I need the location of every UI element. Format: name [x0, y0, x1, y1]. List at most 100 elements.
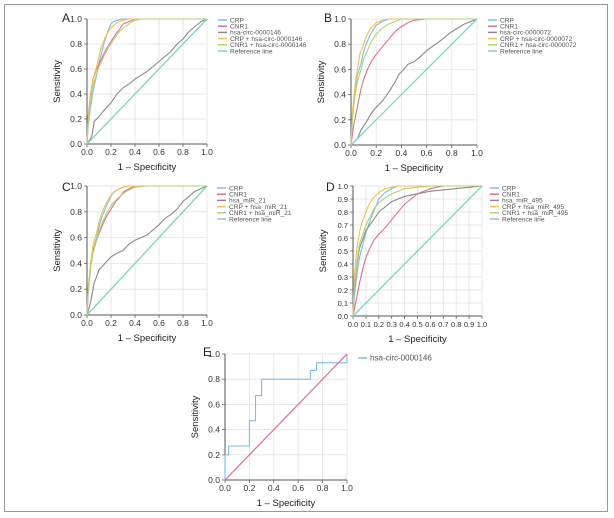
x-tick-label: 0.2: [374, 320, 384, 329]
x-tick-label: 0.6: [292, 483, 304, 493]
legend-label: CRP: [229, 185, 244, 192]
roc-line-cnr1-hsa-circ-0000146: [86, 18, 207, 145]
legend-label: CNR1: [502, 192, 520, 199]
panel-label: C: [62, 180, 71, 194]
x-tick-label: 0.8: [446, 148, 458, 158]
x-tick-label: 0.2: [243, 483, 255, 493]
panel-e: E 0.0 0.2 0.4 0.6 0.8 1.0 0.0 0.2 0.4 0.6 0.8 1.0 1 –…: [190, 345, 432, 509]
x-tick-label: 0.0: [219, 483, 231, 493]
legend-label: CRP: [502, 185, 517, 192]
roc-line-reference-line: [350, 18, 478, 146]
legend-label: CRP + hsa_miR_21: [229, 204, 288, 211]
y-tick-label: 0.6: [338, 234, 348, 243]
legend-label: CRP + hsa_miR_495: [502, 204, 564, 211]
legend-label: hsa_miR_21: [229, 198, 266, 205]
y-tick-label: 1.0: [334, 14, 346, 24]
y-tick-label: 0.2: [334, 115, 346, 125]
panel-label: D: [326, 180, 335, 194]
legend-label: CRP: [500, 17, 515, 24]
roc-line-hsa-circ-0000072: [350, 18, 478, 146]
panel-label: B: [324, 11, 332, 25]
panel-d: D0.0 0.1 0.2 0.3 0.4 0.5 0.6 0.7 0.8 0.9 1.00.00.1…: [318, 180, 568, 345]
x-tick-label: 1.0: [477, 320, 487, 329]
y-tick-label: 0.7: [338, 221, 348, 230]
y-tick-label: 0.2: [208, 450, 220, 460]
y-tick-label: 0.1: [338, 299, 348, 308]
y-tick-label: 0.4: [334, 90, 346, 100]
y-tick-label: 0.5: [338, 247, 348, 256]
x-tick-label: 1.0: [201, 318, 213, 328]
legend-label: CNR1 + hsa_miR_21: [229, 210, 292, 217]
x-tick-label: 0.8: [177, 147, 189, 157]
x-tick-label: 0.8: [177, 318, 189, 328]
x-tick-label: 0.6: [153, 318, 165, 328]
legend-label: hsa-circ-0000072: [500, 30, 551, 37]
x-tick-label: 0.8: [451, 320, 461, 329]
x-tick-label: 1.0: [471, 148, 483, 158]
y-tick-label: 0.2: [70, 114, 82, 124]
x-tick-label: 0.2: [105, 318, 117, 328]
legend-label: CNR1: [229, 192, 247, 199]
legend-label: hsa-circ-0000146: [370, 353, 432, 362]
legend-label: CNR1 + hsa-circ-0000146: [230, 42, 307, 49]
roc-line-reference-line: [86, 18, 208, 145]
x-tick-label: 0.0: [81, 147, 93, 157]
y-tick-label: 1.0: [338, 182, 348, 191]
y-tick-label: 1.0: [70, 181, 82, 191]
x-tick-label: 0.7: [438, 320, 448, 329]
y-tick-label: 0.8: [334, 39, 346, 49]
roc-line-crp-hsa-mir-495: [352, 185, 482, 317]
y-tick-label: 0.0: [334, 140, 346, 150]
y-tick-label: 0.9: [338, 195, 348, 204]
roc-line-cnr1-hsa-mir-495: [352, 185, 482, 317]
legend-label: Reference line: [230, 48, 273, 55]
x-tick-label: 0.1: [361, 320, 371, 329]
x-tick-label: 0.0: [345, 148, 357, 158]
legend-label: hsa_miR_495: [502, 198, 543, 205]
y-tick-label: 0.6: [70, 233, 82, 243]
x-tick-label: 0.5: [412, 320, 422, 329]
y-tick-label: 0.4: [70, 258, 82, 268]
legend-label: Reference line: [502, 216, 545, 223]
x-tick-label: 0.0: [81, 318, 93, 328]
legend-label: CRP: [230, 17, 245, 24]
y-axis-title: Sensitivity: [316, 60, 327, 103]
panel-a: A 0.0 0.2 0.4 0.6 0.8 1.0 0.0 0.2 0.4 0.6 0.8 1.0 1 –…: [52, 11, 307, 173]
y-tick-label: 0.2: [338, 286, 348, 295]
roc-line-hsa-circ-0000146: [224, 354, 348, 480]
y-tick-label: 0.4: [208, 425, 220, 435]
y-tick-label: 0.8: [70, 207, 82, 217]
legend-label: CRP + hsa-circ-0000072: [500, 36, 573, 43]
roc-line-cnr1-hsa-circ-0000072: [350, 18, 477, 146]
x-tick-label: 0.0: [348, 320, 358, 329]
panel-label: A: [62, 11, 70, 25]
y-tick-label: 0.0: [338, 312, 348, 321]
y-axis-title: Sensitivity: [190, 395, 201, 438]
x-tick-label: 0.6: [153, 147, 165, 157]
x-tick-label: 0.4: [395, 148, 407, 158]
y-tick-label: 0.8: [338, 208, 348, 217]
y-tick-label: 0.8: [70, 39, 82, 49]
roc-line-reference-line: [352, 185, 483, 317]
x-tick-label: 0.6: [421, 148, 433, 158]
legend-label: hsa-circ-0000146: [230, 30, 281, 37]
y-tick-label: 0.0: [208, 475, 220, 485]
roc-line-reference-line: [224, 353, 348, 481]
roc-line-cnr1: [352, 185, 482, 317]
y-tick-label: 0.8: [208, 374, 220, 384]
y-tick-label: 0.0: [70, 139, 82, 149]
y-tick-label: 0.4: [70, 89, 82, 99]
figure-frame: [4, 4, 608, 512]
x-axis-title: 1 – Specificity: [385, 163, 444, 174]
x-tick-label: 0.4: [129, 318, 141, 328]
panel-label: E: [203, 345, 211, 359]
x-tick-label: 0.2: [370, 148, 382, 158]
x-axis-title: 1 – Specificity: [388, 334, 447, 345]
panel-b: B 0.0 0.2 0.4 0.6 0.8 1.0 0.0 0.2 0.4 0.6 0.8 1.0 1 –…: [316, 11, 577, 174]
roc-line-hsa-circ-0000146: [86, 18, 208, 145]
roc-line-reference-line: [86, 185, 208, 316]
x-tick-label: 1.0: [201, 147, 213, 157]
y-axis-title: Sensitivity: [52, 60, 63, 103]
x-tick-label: 0.3: [386, 320, 396, 329]
y-tick-label: 0.3: [338, 273, 348, 282]
